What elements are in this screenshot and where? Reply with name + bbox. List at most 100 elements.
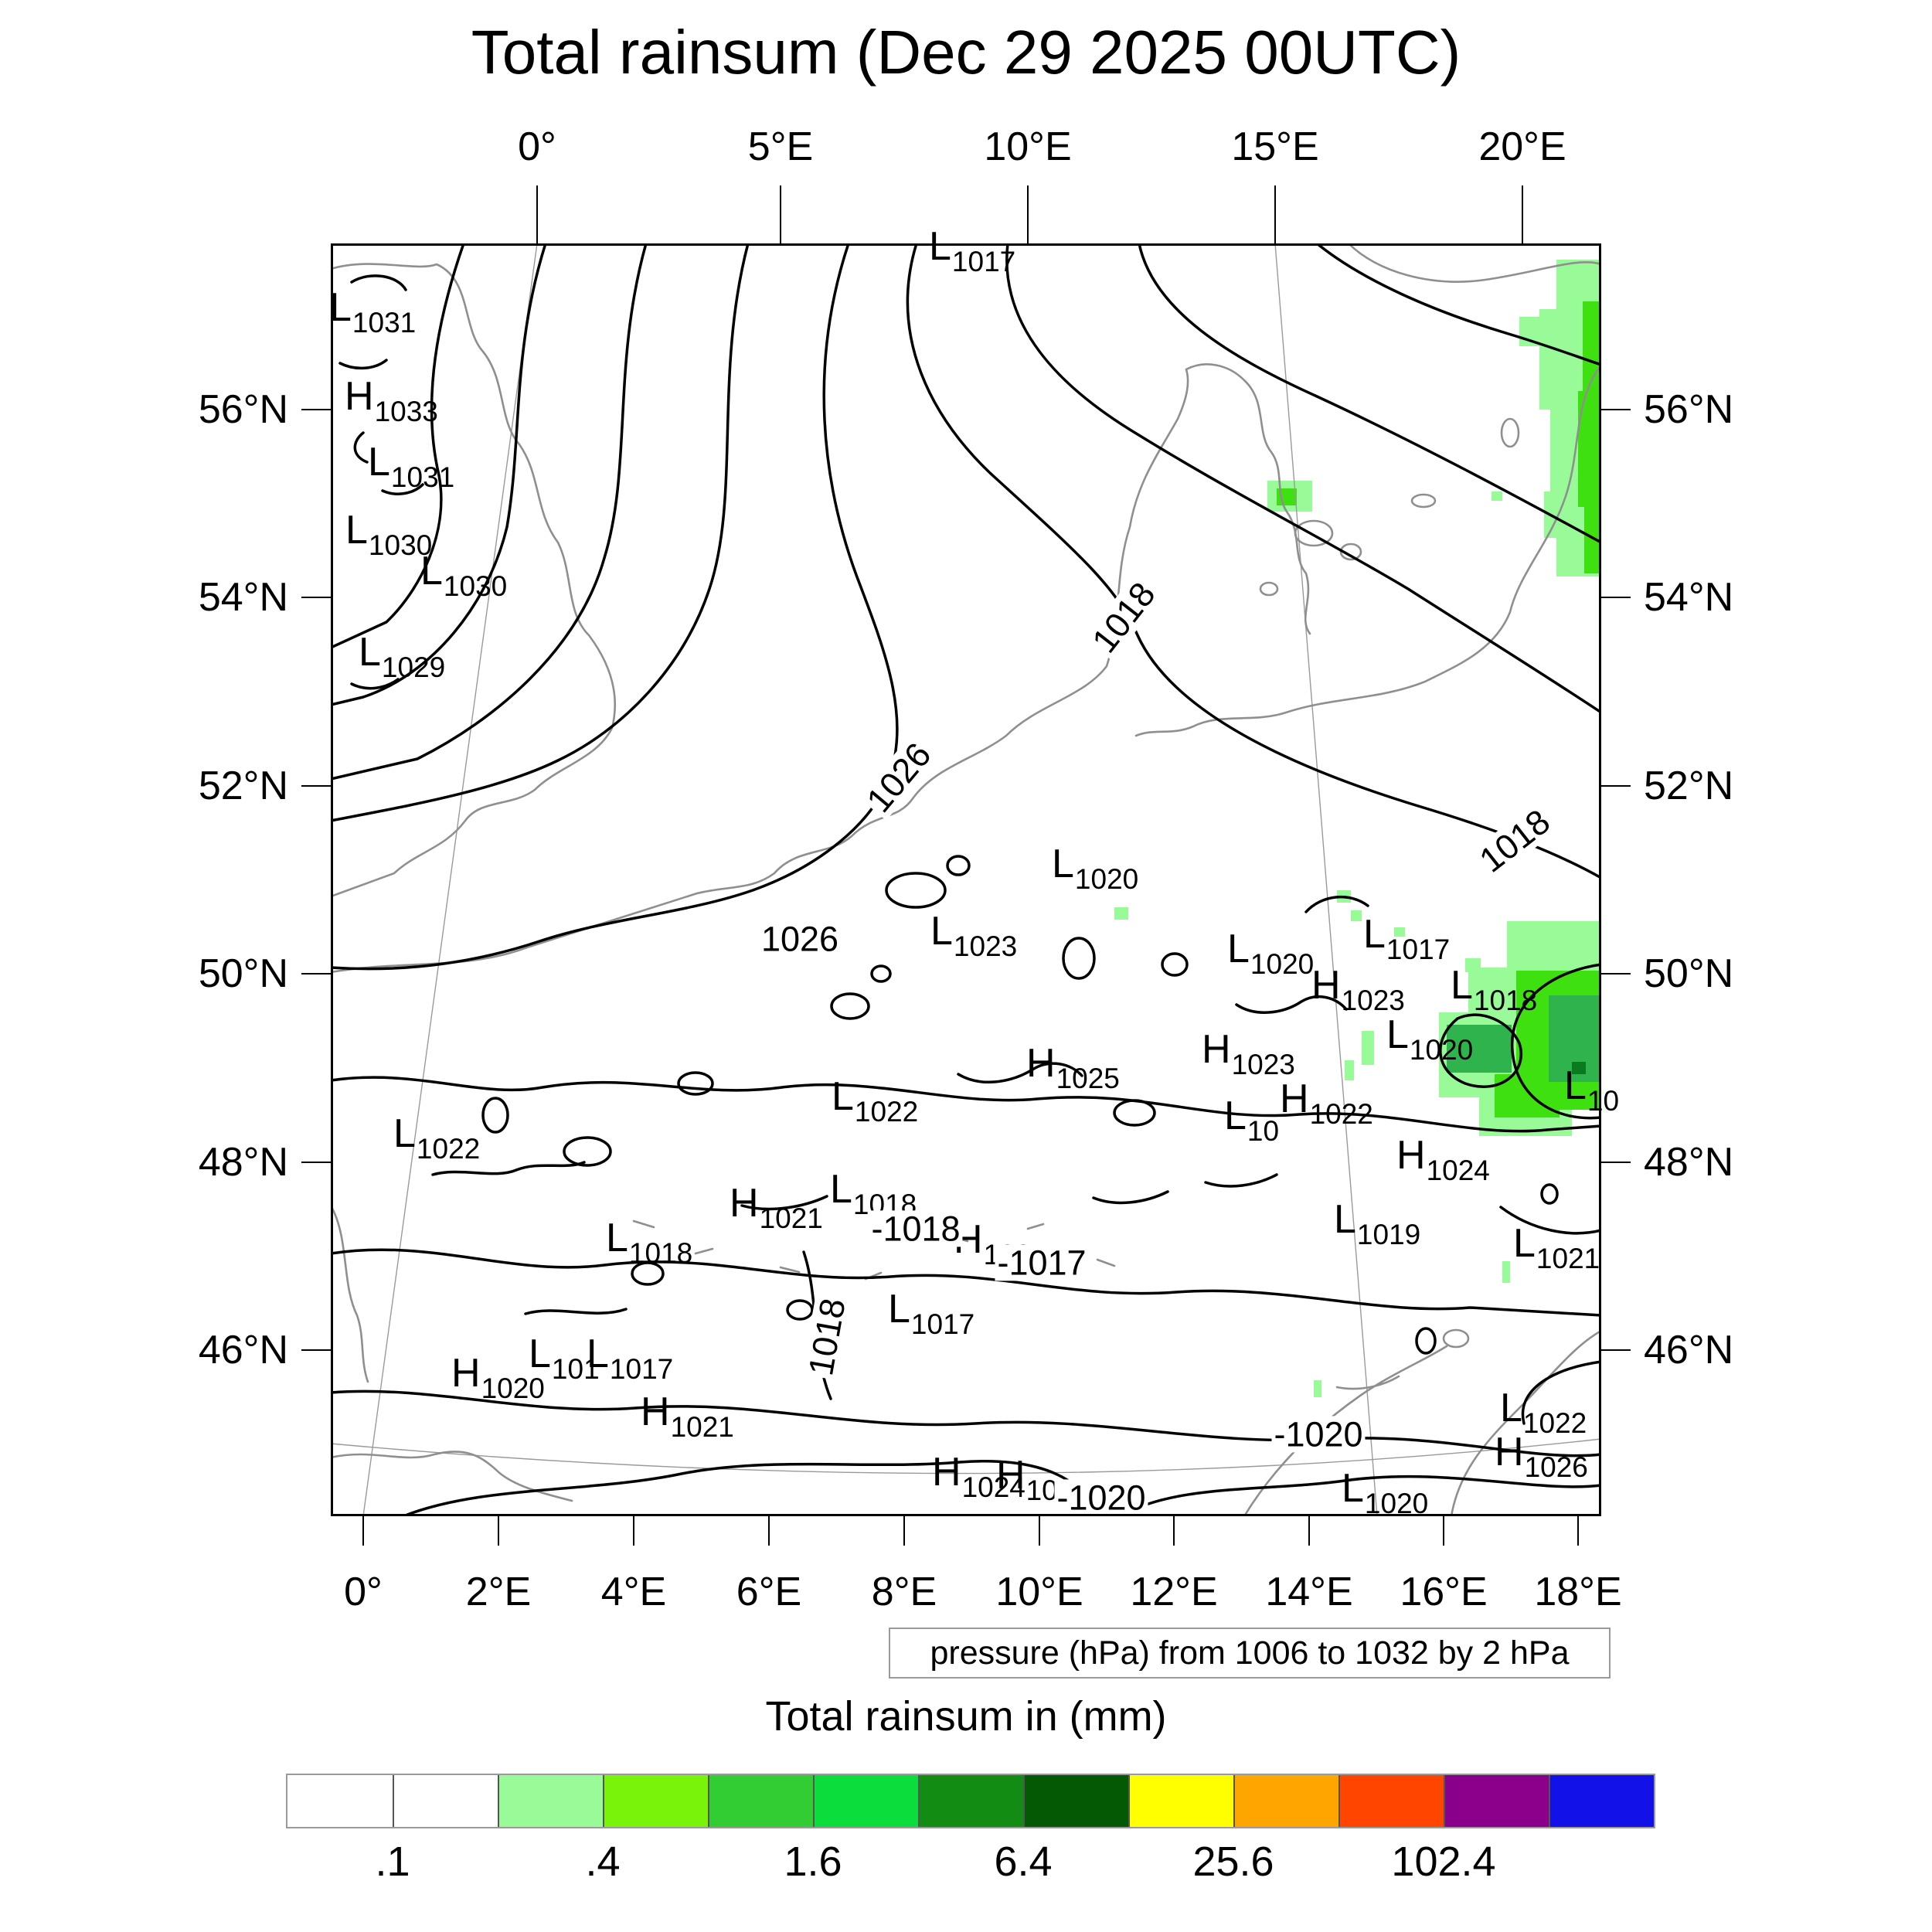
pressure-centre-label: L10 — [1564, 1063, 1619, 1117]
pressure-value: 10 — [1587, 1085, 1620, 1117]
pressure-letter: H — [1311, 963, 1341, 1008]
pressure-value: 101 — [551, 1353, 600, 1385]
pressure-centre-label: L1017 — [929, 224, 1015, 277]
top-axis-label: 15°E — [1231, 124, 1319, 169]
top-axis-tick — [780, 185, 781, 243]
pressure-letter: H — [641, 1389, 670, 1434]
colorbar-cell — [393, 1775, 498, 1827]
colorbar-tick-label: 102.4 — [1391, 1838, 1496, 1885]
parallel-45N — [331, 1438, 1601, 1475]
pressure-value: 1021 — [670, 1411, 734, 1443]
colorbar-cell — [708, 1775, 813, 1827]
colorbar-tick-label: 25.6 — [1192, 1838, 1274, 1885]
right-axis-label: 56°N — [1644, 387, 1734, 432]
top-axis-label: 5°E — [747, 124, 814, 169]
top-axis-tick — [1522, 185, 1523, 243]
pressure-centre-label: L1031 — [329, 285, 416, 338]
isobars — [331, 243, 1601, 1516]
bottom-axis-label: 12°E — [1130, 1570, 1218, 1614]
isobar-value-label: -1020 — [1271, 1416, 1366, 1453]
pressure-centre-label: L1021 — [1513, 1221, 1600, 1274]
pressure-centre-label: H1022 — [1280, 1077, 1373, 1130]
pressure-value: 1017 — [1386, 934, 1451, 965]
top-axis-label: 0° — [518, 124, 556, 169]
pressure-centre-label: H1021 — [730, 1183, 823, 1234]
colorbar-cell — [1444, 1775, 1549, 1827]
isobar-value-label: -1017 — [995, 1244, 1089, 1281]
pressure-letter: L — [359, 630, 381, 675]
left-axis-label: 46°N — [198, 1328, 288, 1372]
pressure-value: 1031 — [352, 307, 417, 338]
top-axis-tick — [1027, 185, 1029, 243]
pressure-centre-label: L1017 — [888, 1289, 975, 1340]
pressure-letter: L — [1386, 1012, 1409, 1057]
pressure-letter: H — [1280, 1077, 1309, 1121]
colorbar-cell — [287, 1775, 393, 1827]
pressure-value: 1019 — [1356, 1219, 1421, 1250]
pressure-letter: H — [1202, 1027, 1231, 1072]
pressure-caption: pressure (hPa) from 1006 to 1032 by 2 hP… — [889, 1628, 1611, 1679]
pressure-value: 1020 — [1364, 1488, 1429, 1519]
pressure-letter: L — [1513, 1221, 1536, 1266]
pressure-centre-label: H1024 — [1396, 1135, 1490, 1186]
pressure-centre-label: H1021 — [641, 1389, 734, 1443]
pressure-letter: H — [1495, 1430, 1524, 1475]
pressure-centre-label: H1020 — [451, 1353, 545, 1404]
pressure-centre-label: H1024 — [932, 1450, 1026, 1503]
bottom-axis-label: 6°E — [736, 1570, 802, 1614]
pressure-value: 1023 — [953, 930, 1018, 962]
colorbar-tick-label: .1 — [375, 1838, 410, 1885]
pressure-value: 1031 — [390, 461, 455, 493]
top-axis-label: 10°E — [984, 124, 1072, 169]
pressure-value: 1020 — [1250, 948, 1315, 980]
pressure-centre-label: H1033 — [345, 376, 438, 427]
pressure-centre-label: L1018 — [1451, 965, 1537, 1016]
pressure-value: 1033 — [374, 396, 438, 427]
right-axis-label: 48°N — [1644, 1140, 1734, 1185]
bottom-axis-label: 18°E — [1534, 1570, 1622, 1614]
pressure-value: 1022 — [1522, 1407, 1587, 1439]
pressure-centre-label: L1020 — [1342, 1466, 1428, 1519]
pressure-value: 10 — [1247, 1115, 1280, 1147]
bottom-axis-label: 10°E — [995, 1570, 1083, 1614]
pressure-centre-label: L1018 — [606, 1218, 692, 1269]
pressure-centre-label: L1029 — [359, 630, 445, 683]
pressure-letter: L — [1227, 927, 1250, 971]
bottom-axis-label: 4°E — [600, 1570, 667, 1614]
pressure-letter: H — [1026, 1041, 1056, 1086]
pressure-centre-label: H1023 — [1311, 963, 1405, 1016]
bottom-axis-label: 0° — [344, 1570, 383, 1614]
pressure-letter: L — [1363, 912, 1386, 957]
pressure-value: 1020 — [1409, 1034, 1474, 1066]
pressure-centre-label: L1022 — [1500, 1388, 1587, 1439]
pressure-centre-label: L1017 — [587, 1334, 673, 1385]
right-axis-tick — [1601, 597, 1631, 598]
left-axis-label: 52°N — [198, 764, 288, 808]
pressure-value: 1017 — [609, 1353, 674, 1385]
pressure-letter: L — [929, 224, 951, 269]
pressure-centre-label: L1017 — [1363, 912, 1450, 965]
pressure-letter: L — [1564, 1063, 1587, 1108]
pressure-letter: L — [832, 1074, 854, 1119]
isobar-value-label: -1018 — [869, 1210, 963, 1247]
colorbar-cell — [1549, 1775, 1654, 1827]
pressure-letter: L — [529, 1332, 551, 1376]
bottom-axis-tick — [768, 1516, 770, 1546]
pressure-value: 1030 — [443, 570, 508, 602]
pressure-letter: L — [329, 285, 352, 330]
left-axis-tick — [301, 973, 331, 975]
pressure-letter: L — [1342, 1466, 1364, 1511]
pressure-letter: L — [1334, 1197, 1356, 1242]
pressure-value: 1018 — [628, 1237, 693, 1269]
pressure-centre-label: L1018 — [830, 1169, 917, 1220]
colorbar-tick-label: 1.6 — [784, 1838, 842, 1885]
bottom-axis-tick — [1173, 1516, 1175, 1546]
bottom-axis-tick — [633, 1516, 634, 1546]
left-axis-tick — [301, 409, 331, 410]
bottom-axis-label: 2°E — [465, 1570, 532, 1614]
pressure-letter: H — [932, 1450, 961, 1495]
pressure-letter: L — [420, 549, 443, 594]
pressure-centre-label: L1030 — [345, 510, 432, 561]
right-axis-tick — [1601, 1162, 1631, 1163]
